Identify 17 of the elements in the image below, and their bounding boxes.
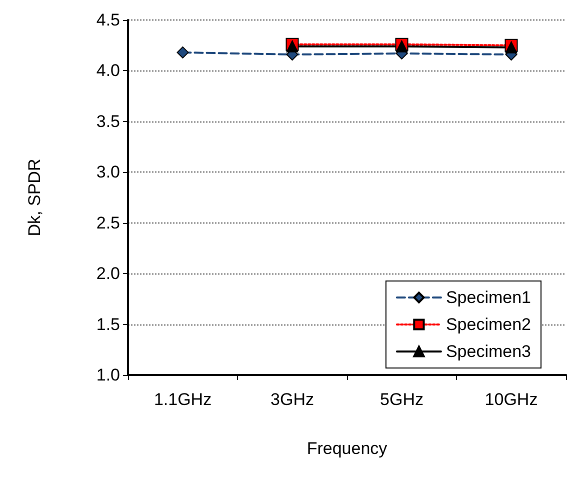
x-tick-label: 5GHz	[380, 390, 424, 409]
y-axis-title: Dk, SPDR	[25, 158, 44, 236]
y-tick-label: 3.5	[96, 112, 120, 131]
legend-label: Specimen1	[446, 288, 532, 307]
x-axis-title: Frequency	[306, 439, 388, 458]
y-tick-label: 1.0	[96, 366, 120, 384]
legend-label: Specimen3	[446, 342, 532, 361]
x-tick-label: 3GHz	[270, 390, 314, 409]
y-tick-label: 4.5	[96, 10, 120, 30]
y-tick-label: 3.0	[96, 162, 120, 182]
legend-label: Specimen2	[446, 315, 532, 334]
y-tick-label: 2.5	[96, 213, 120, 232]
x-tick-label: 10GHz	[484, 390, 538, 409]
y-tick-label: 2.0	[96, 264, 120, 284]
y-tick-label: 4.0	[96, 61, 120, 80]
y-tick-label: 1.5	[96, 314, 120, 334]
x-tick-label: 1.1GHz	[154, 390, 212, 409]
